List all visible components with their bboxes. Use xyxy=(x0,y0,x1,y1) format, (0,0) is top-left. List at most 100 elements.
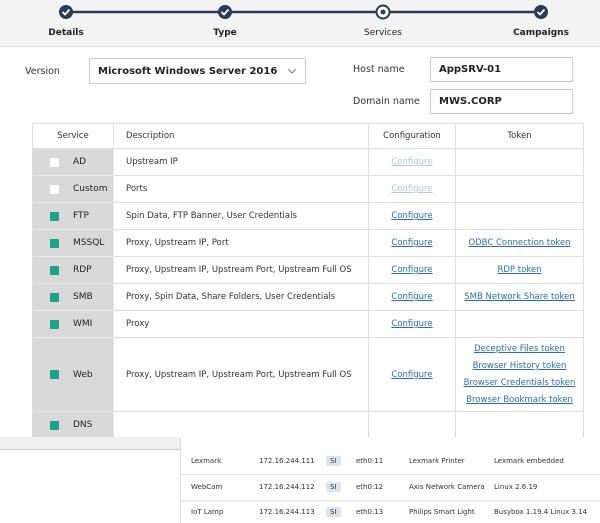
token-link[interactable]: Deceptive Files token xyxy=(474,344,565,354)
token-cell xyxy=(456,176,584,203)
domain-value: MWS.CORP xyxy=(439,96,502,107)
configuration-cell: Configure xyxy=(369,311,456,338)
token-link[interactable]: Browser Credentials token xyxy=(463,378,576,388)
configuration-cell: Configure xyxy=(369,230,456,257)
token-link[interactable]: ODBC Connection token xyxy=(468,238,571,248)
description-cell: Proxy, Upstream IP, Upstream Port, Upstr… xyxy=(114,338,369,412)
description: Proxy, Upstream IP, Port xyxy=(126,238,229,248)
configuration-cell: Configure xyxy=(369,176,456,203)
step-circle xyxy=(218,5,232,19)
device-cell: 172.16.244.111 xyxy=(259,457,315,465)
configure-link[interactable]: Configure xyxy=(391,292,433,302)
description-cell: Proxy xyxy=(114,311,369,338)
device-cell: eth0:12 xyxy=(356,482,384,491)
description-cell: Spin Data, FTP Banner, User Credentials xyxy=(114,203,369,230)
service-name: WMI xyxy=(73,319,93,329)
column-header: Description xyxy=(114,124,369,149)
description: Proxy, Upstream IP, Upstream Port, Upstr… xyxy=(126,265,352,275)
service-name: Custom xyxy=(73,184,108,194)
configure-link: Configure xyxy=(391,184,433,194)
configure-link[interactable]: Configure xyxy=(391,238,433,248)
service-cell: Web xyxy=(33,338,114,412)
checkbox[interactable] xyxy=(50,157,59,167)
service-name: SMB xyxy=(73,292,93,302)
checkbox[interactable] xyxy=(50,184,59,194)
checkbox[interactable] xyxy=(50,370,59,379)
configure-link[interactable]: Configure xyxy=(391,265,433,275)
service-name: DNS xyxy=(73,420,93,430)
description-cell xyxy=(114,412,369,438)
column-header: Token xyxy=(456,124,584,149)
configure-link[interactable]: Configure xyxy=(391,211,433,221)
token-link[interactable]: RDP token xyxy=(497,265,542,275)
description-cell: Proxy, Spin Data, Share Folders, User Cr… xyxy=(114,284,369,311)
token-cell: ODBC Connection token xyxy=(456,230,584,257)
version-label: Version xyxy=(25,66,60,77)
service-cell: MSSQL xyxy=(33,230,114,257)
token-cell: RDP token xyxy=(456,257,584,284)
configure-link[interactable]: Configure xyxy=(391,369,433,380)
token-link[interactable]: SMB Network Share token xyxy=(464,292,575,302)
version-select[interactable]: Microsoft Windows Server 2016 xyxy=(89,58,306,84)
token-cell: Deceptive Files token Browser History tok… xyxy=(456,338,584,412)
column-header: Service xyxy=(33,124,114,149)
configuration-cell: Configure xyxy=(369,284,456,311)
configuration-cell: Configure xyxy=(369,257,456,284)
badge: SI xyxy=(326,456,341,466)
token-link[interactable]: Browser Bookmark token xyxy=(466,395,573,405)
service-cell: RDP xyxy=(33,257,114,284)
checkbox[interactable] xyxy=(50,292,59,302)
host-label: Host name xyxy=(353,64,405,75)
service-cell: Custom xyxy=(33,176,114,203)
description-cell: Proxy, Upstream IP, Upstream Port, Upstr… xyxy=(114,257,369,284)
configuration-cell: Configure xyxy=(369,149,456,176)
service-cell: DNS xyxy=(33,412,114,438)
token-cell xyxy=(456,203,584,230)
checkbox[interactable] xyxy=(50,420,59,430)
configure-link: Configure xyxy=(391,157,433,167)
device-cell: eth0:13 xyxy=(356,508,384,516)
device-cell: WebCam xyxy=(191,482,223,491)
device-cell: Linux 2.6.19 xyxy=(494,482,538,491)
device-cell: Lexmark embedded xyxy=(494,457,564,465)
device-cell: Philips Smart Light xyxy=(409,508,475,516)
device-cell: Lexmark Printer xyxy=(409,457,465,465)
description: Proxy, Spin Data, Share Folders, User Cr… xyxy=(126,292,336,302)
step-dot xyxy=(380,9,386,15)
configure-link[interactable]: Configure xyxy=(391,319,433,329)
device-cell: Axis Network Camera xyxy=(409,482,485,491)
token-cell xyxy=(456,412,584,438)
description: Ports xyxy=(126,184,148,194)
step[interactable]: Details xyxy=(48,5,84,38)
configuration-cell: Configure xyxy=(369,203,456,230)
device-cell: Lexmark xyxy=(191,457,222,465)
token-link[interactable]: Browser History token xyxy=(472,361,567,371)
checkbox[interactable] xyxy=(50,238,59,248)
domain-label: Domain name xyxy=(353,96,420,107)
device-cell: 172.16.244.113 xyxy=(259,508,315,516)
step-label: Campaigns xyxy=(513,28,569,38)
step-check xyxy=(536,8,546,16)
device-cell: IoT Lamp xyxy=(191,508,224,516)
host-input[interactable]: AppSRV-01 xyxy=(430,57,573,82)
services-table: Service Description Configuration Token AD Up… xyxy=(32,123,584,438)
step[interactable]: Type xyxy=(213,5,237,38)
domain-input[interactable]: MWS.CORP xyxy=(430,89,573,114)
step[interactable]: Services xyxy=(364,4,402,39)
device-cell: Busybox 1.19.4 Linux 3.14 xyxy=(494,508,588,516)
device-cell: eth0:11 xyxy=(356,457,384,465)
device-row-border xyxy=(181,474,600,475)
token-cell: SMB Network Share token xyxy=(456,284,584,311)
description-cell: Proxy, Upstream IP, Port xyxy=(114,230,369,257)
device-cell: 172.16.244.112 xyxy=(259,482,315,491)
service-cell: AD xyxy=(33,149,114,176)
checkbox[interactable] xyxy=(50,211,59,221)
description: Upstream IP xyxy=(126,157,178,167)
badge: SI xyxy=(326,481,341,492)
step[interactable]: Campaigns xyxy=(513,5,569,38)
checkbox[interactable] xyxy=(50,265,59,275)
checkbox[interactable] xyxy=(50,319,59,329)
step-circle xyxy=(534,5,548,19)
service-cell: FTP xyxy=(33,203,114,230)
